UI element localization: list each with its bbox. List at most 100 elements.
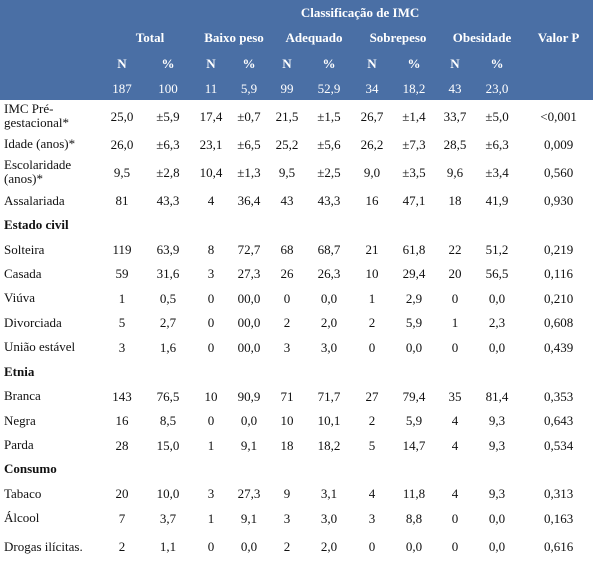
table-cell: 47,1 xyxy=(402,193,426,209)
group-header-obesidade: Obesidade xyxy=(440,24,525,50)
table-cell: 90,9 xyxy=(237,388,261,404)
sub-header-n: N xyxy=(356,50,388,76)
table-cell: 9,3 xyxy=(488,413,506,429)
table-cell: 0,0 xyxy=(488,510,506,526)
table-cell: ±2,5 xyxy=(317,164,341,180)
table-cell: 0,0 xyxy=(488,339,506,355)
table-cell: 61,8 xyxy=(402,242,426,258)
row-label: Álcool xyxy=(4,510,40,526)
table-row: Parda 28 15,0 1 9,1 18 18,2 5 14,7 4 9,3 0,534 xyxy=(0,433,593,457)
section-row: Estado civil xyxy=(0,213,593,237)
row-label: Solteira xyxy=(4,241,45,257)
table-cell: 3,0 xyxy=(320,339,338,355)
table-row: Casada 59 31,6 3 27,3 26 26,3 10 29,4 20 56,5 0,116 xyxy=(0,262,593,286)
table-cell: 5 xyxy=(118,315,126,331)
table-cell: 3 xyxy=(118,339,126,355)
table-row: Solteira 119 63,9 8 72,7 68 68,7 21 61,8 22 51,2 0,… xyxy=(0,237,593,261)
table-cell: 1,1 xyxy=(159,539,177,555)
table-cell: ±0,7 xyxy=(237,108,261,124)
table-cell: 26,3 xyxy=(317,266,341,282)
table-cell: 10 xyxy=(204,388,218,404)
sub-header-pct: % xyxy=(388,50,440,76)
table-cell: 36,4 xyxy=(237,193,261,209)
table-cell: 9 xyxy=(283,486,291,502)
pvalue-cell: 0,163 xyxy=(543,510,574,526)
table-cell: 119 xyxy=(112,242,132,258)
table-cell: 0,0 xyxy=(405,339,423,355)
table-cell: 0 xyxy=(451,290,459,306)
table-cell: 28 xyxy=(115,437,129,453)
group-count: 100 xyxy=(140,76,196,100)
table-cell: 1,6 xyxy=(159,339,177,355)
sub-header-pct: % xyxy=(470,50,525,76)
table-cell: 51,2 xyxy=(485,242,509,258)
table-cell: 28,5 xyxy=(443,136,467,152)
section-label: Estado civil xyxy=(4,217,69,233)
table-cell: 25,2 xyxy=(275,136,299,152)
table-cell: 25,0 xyxy=(110,108,134,124)
table-cell: ±1,5 xyxy=(317,108,341,124)
section-label: Etnia xyxy=(4,363,35,379)
table-cell: 0 xyxy=(451,510,459,526)
pvalue-cell: 0,643 xyxy=(543,413,574,429)
sub-header-n: N xyxy=(196,50,226,76)
table-row: IMC Pré-gestacional* 25,0 ±5,9 17,4 ±0,7 21,5… xyxy=(0,100,593,132)
row-label: Idade (anos)* xyxy=(4,136,76,152)
pvalue-cell: 0,930 xyxy=(543,193,574,209)
group-header-adequado: Adequado xyxy=(272,24,356,50)
table-cell: 3,1 xyxy=(320,486,338,502)
table-cell: 3,7 xyxy=(159,510,177,526)
table-cell: 18 xyxy=(448,193,462,209)
row-label: Negra xyxy=(4,412,36,428)
table-cell: 0 xyxy=(368,539,376,555)
table-row: Drogas ilícitas. 2 1,1 0 0,0 2 2,0 0 0,0 0 0,0 0,61… xyxy=(0,531,593,563)
pvalue-cell: 0,313 xyxy=(543,486,574,502)
table-cell: 2 xyxy=(368,315,376,331)
table-cell: 0,0 xyxy=(488,290,506,306)
table-row: Tabaco 20 10,0 3 27,3 9 3,1 4 11,8 4 9,3 0,313 xyxy=(0,482,593,506)
table-cell: 0,0 xyxy=(240,539,258,555)
row-label: Branca xyxy=(4,388,41,404)
table-cell: 0 xyxy=(207,413,215,429)
table-cell: 0,0 xyxy=(488,539,506,555)
table-cell: 27 xyxy=(365,388,379,404)
table-cell: 26,7 xyxy=(360,108,384,124)
table-cell: 0 xyxy=(283,290,291,306)
table-cell: ±1,4 xyxy=(402,108,426,124)
table-cell: 43 xyxy=(280,193,294,209)
table-cell: ±2,8 xyxy=(156,164,180,180)
table-cell: 29,4 xyxy=(402,266,426,282)
table-cell: 26 xyxy=(280,266,294,282)
table-cell: ±6,3 xyxy=(485,136,509,152)
table-cell: 9,3 xyxy=(488,437,506,453)
table-cell: 5,9 xyxy=(405,413,423,429)
table-cell: 2,7 xyxy=(159,315,177,331)
section-label: Consumo xyxy=(4,461,57,477)
table-cell: 9,1 xyxy=(240,510,258,526)
table-cell: 63,9 xyxy=(156,242,180,258)
table-cell: 2 xyxy=(283,315,291,331)
table-cell: 7 xyxy=(118,510,126,526)
table-cell: 0 xyxy=(207,539,215,555)
table-cell: 21 xyxy=(365,242,379,258)
table-cell: 71,7 xyxy=(317,388,341,404)
table-cell: 9,5 xyxy=(113,164,131,180)
table-row: Branca 143 76,5 10 90,9 71 71,7 27 79,4 35 81,4 0,3… xyxy=(0,384,593,408)
table-cell: 9,1 xyxy=(240,437,258,453)
row-label: Parda xyxy=(4,437,34,453)
table-cell: ±5,6 xyxy=(317,136,341,152)
table-cell: 2 xyxy=(118,539,126,555)
table-cell: 20 xyxy=(115,486,129,502)
group-header-baixo-peso: Baixo peso xyxy=(196,24,272,50)
table-cell: 2 xyxy=(368,413,376,429)
table-cell: 1 xyxy=(118,290,126,306)
table-cell: 56,5 xyxy=(485,266,509,282)
table-cell: 2,0 xyxy=(320,315,338,331)
table-cell: ±5,9 xyxy=(156,108,180,124)
table-cell: 8,8 xyxy=(405,510,423,526)
group-count: 34 xyxy=(356,76,388,100)
table-cell: 2 xyxy=(283,539,291,555)
group-count: 5,9 xyxy=(226,76,272,100)
table-cell: 3 xyxy=(368,510,376,526)
